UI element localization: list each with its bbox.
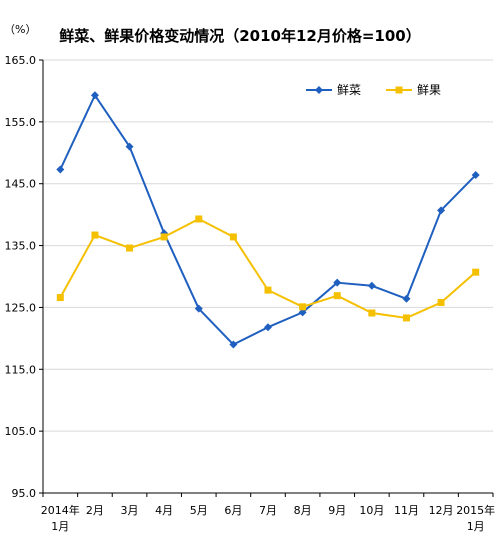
- y-tick-label: 135.0: [5, 240, 37, 253]
- x-tick-label: 11月: [394, 504, 419, 517]
- legend-item: 鲜果: [386, 83, 441, 97]
- x-tick-label: 8月: [294, 504, 312, 517]
- data-point: [56, 294, 64, 302]
- data-point: [333, 292, 341, 300]
- x-tick-label: 12月: [429, 504, 454, 517]
- unit-label: （%）: [4, 23, 36, 36]
- x-tick-label: 4月: [155, 504, 173, 517]
- data-point: [472, 268, 480, 276]
- legend-label: 鲜菜: [337, 83, 361, 97]
- x-tick-label: 10月: [359, 504, 384, 517]
- data-point: [402, 294, 411, 303]
- x-tick-label: 2月: [86, 504, 104, 517]
- x-tick-label: 5月: [190, 504, 208, 517]
- data-point: [229, 340, 238, 349]
- x-tick-label: 3月: [121, 504, 139, 517]
- chart-title: 鲜菜、鲜果价格变动情况（2010年12月价格=100）: [59, 27, 421, 45]
- data-point: [437, 206, 446, 215]
- y-tick-label: 165.0: [5, 54, 37, 67]
- y-tick-label: 115.0: [5, 363, 37, 376]
- x-tick-label: 7月: [259, 504, 277, 517]
- data-point: [299, 303, 307, 311]
- legend-marker: [395, 86, 403, 94]
- x-tick-label: 6月: [224, 504, 242, 517]
- x-tick-label: 2014年 1月: [41, 503, 80, 533]
- data-point: [125, 142, 134, 151]
- series-layer: [56, 91, 480, 349]
- data-point: [91, 231, 99, 239]
- data-point: [437, 298, 445, 306]
- data-point: [402, 314, 410, 322]
- y-tick-label: 95.0: [12, 487, 37, 500]
- x-tick-label: 9月: [328, 504, 346, 517]
- x-axis-ticks: 2014年 1月 2月 3月 4月 5月 6月 7月 8月 9月 10月 11月 12月 2015年 1月: [41, 493, 495, 533]
- legend: 鲜菜 鲜果: [306, 83, 441, 97]
- data-point: [368, 309, 376, 317]
- y-tick-label: 145.0: [5, 178, 37, 191]
- y-axis-ticks: 95.0 105.0 115.0 125.0 135.0 145.0 155.0 165.0: [5, 54, 43, 500]
- series-line: [59, 217, 477, 319]
- data-point: [90, 91, 99, 100]
- legend-item: 鲜菜: [306, 83, 361, 97]
- data-point: [264, 286, 272, 294]
- legend-label: 鲜果: [417, 83, 441, 97]
- data-point: [194, 304, 203, 313]
- data-point: [298, 308, 307, 317]
- legend-marker: [315, 86, 323, 94]
- data-point: [160, 233, 168, 241]
- data-point: [195, 215, 203, 223]
- data-point: [471, 171, 480, 180]
- data-point: [126, 244, 134, 252]
- data-point: [229, 233, 237, 241]
- series-2: [56, 215, 480, 322]
- y-tick-label: 105.0: [5, 425, 37, 438]
- data-point: [56, 165, 65, 174]
- series-1: [56, 91, 480, 349]
- y-tick-label: 155.0: [5, 116, 37, 129]
- x-tick-label: 2015年 1月: [456, 503, 495, 533]
- y-tick-label: 125.0: [5, 301, 37, 314]
- data-point: [333, 278, 342, 287]
- data-point: [264, 323, 272, 332]
- grid-lines: [43, 59, 493, 432]
- data-point: [367, 281, 376, 290]
